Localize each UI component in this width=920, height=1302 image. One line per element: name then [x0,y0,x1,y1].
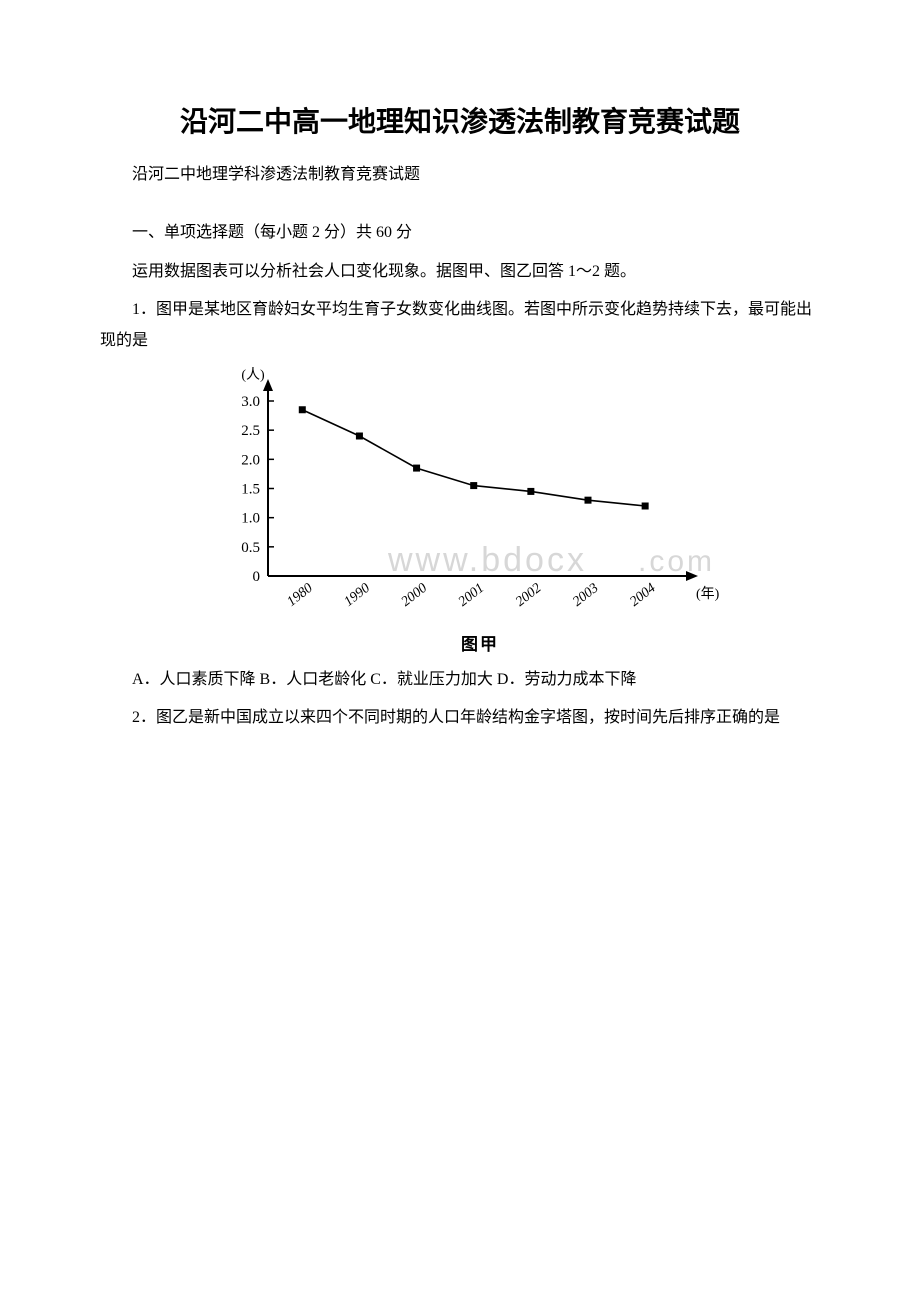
watermark-text: www.bdocx [387,541,587,579]
y-tick-label: 2.0 [241,452,260,468]
y-tick-label: 0.5 [241,540,260,556]
watermark-suffix: .com [638,545,715,578]
chart-caption: 图甲 [200,630,760,655]
chart-svg: www.bdocx .com 0 0.5 1.0 1.5 2.0 2.5 3.0 (人) 1980 1… [200,366,760,626]
y-tick-label: 1.5 [241,481,260,497]
x-tick-label: 2003 [570,581,601,610]
subtitle: 沿河二中地理学科渗透法制教育竞赛试题 [100,160,820,190]
q1-options: A．人口素质下降 B．人口老龄化 C．就业压力加大 D．劳动力成本下降 [100,665,820,695]
x-tick-label: 2004 [627,581,658,610]
data-marker [470,482,477,489]
data-line [302,410,645,506]
y-tick-label: 2.5 [241,423,260,439]
question-1: 1．图甲是某地区育龄妇女平均生育子女数变化曲线图。若图中所示变化趋势持续下去，最… [100,295,820,356]
question-2: 2．图乙是新中国成立以来四个不同时期的人口年龄结构金字塔图，按时间先后排序正确的… [100,703,820,733]
data-marker [299,406,306,413]
x-tick-label: 2001 [456,581,487,610]
x-axis-label: (年) [696,586,720,602]
y-tick-label: 3.0 [241,394,260,410]
y-tick-label: 1.0 [241,511,260,527]
chart-jia: www.bdocx .com 0 0.5 1.0 1.5 2.0 2.5 3.0 (人) 1980 1… [200,366,760,655]
intro-12: 运用数据图表可以分析社会人口变化现象。据图甲、图乙回答 1～2 题。 [100,257,820,287]
data-marker [527,488,534,495]
x-tick-label: 2002 [513,581,544,610]
data-marker [585,497,592,504]
data-marker [642,502,649,509]
page-title: 沿河二中高一地理知识渗透法制教育竞赛试题 [100,100,820,140]
data-marker [413,465,420,472]
y-axis-label: (人) [241,367,265,383]
x-tick-label: 1990 [342,581,373,610]
x-tick-label: 1980 [284,581,315,610]
y-tick-label: 0 [253,569,261,585]
section-heading: 一、单项选择题（每小题 2 分）共 60 分 [100,218,820,248]
data-marker [356,432,363,439]
x-tick-label: 2000 [399,581,430,610]
